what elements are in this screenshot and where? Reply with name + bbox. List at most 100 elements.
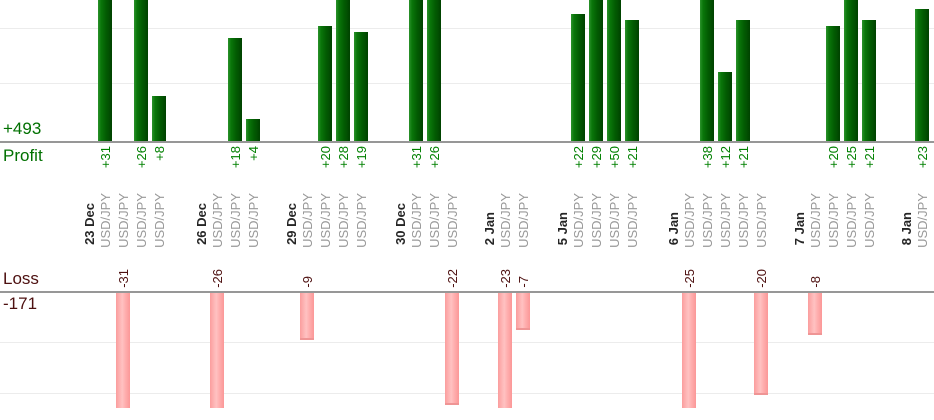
profit-value-label: +21 — [625, 146, 640, 169]
profit-bar — [354, 32, 368, 142]
date-label: 5 Jan — [555, 211, 570, 245]
symbol-label: USD/JPY — [336, 193, 351, 248]
profit-value-label: +29 — [589, 146, 604, 169]
symbol-label: USD/JPY — [134, 193, 149, 248]
profit-value-label: +26 — [134, 146, 149, 169]
profit-value-label: +38 — [700, 146, 715, 169]
symbol-label: USD/JPY — [498, 193, 513, 248]
profit-axis-line — [0, 141, 934, 143]
loss-value-label: -26 — [210, 269, 225, 288]
profit-bar — [318, 26, 332, 142]
symbol-label: USD/JPY — [409, 193, 424, 248]
loss-bar — [300, 293, 314, 340]
profit-value-label: +4 — [246, 146, 261, 161]
profit-bar — [98, 0, 112, 142]
profit-value-label: +18 — [228, 146, 243, 169]
profit-bar — [736, 20, 750, 142]
symbol-label: USD/JPY — [607, 193, 622, 248]
profit-value-label: +28 — [336, 146, 351, 169]
profit-bar — [134, 0, 148, 142]
profit-value-label: +23 — [915, 146, 930, 169]
loss-bar — [116, 293, 130, 408]
profit-bar — [826, 26, 840, 142]
loss-value-label: -7 — [516, 276, 531, 288]
symbol-label: USD/JPY — [625, 193, 640, 248]
profit-bar — [409, 0, 423, 142]
profit-bar — [700, 0, 714, 142]
profit-bar — [625, 20, 639, 142]
loss-bar — [210, 293, 224, 408]
profit-bar — [246, 119, 260, 142]
loss-value-label: -9 — [300, 276, 315, 288]
symbol-label: USD/JPY — [808, 193, 823, 248]
date-label: 30 Dec — [393, 203, 408, 245]
profit-bar — [915, 9, 929, 142]
symbol-label: USD/JPY — [700, 193, 715, 248]
profit-bar — [718, 72, 732, 142]
loss-axis-title: Loss — [3, 269, 39, 288]
date-label: 7 Jan — [792, 211, 807, 245]
loss-value-label: -31 — [116, 269, 131, 288]
loss-bar — [498, 293, 512, 408]
loss-value-label: -20 — [754, 269, 769, 288]
profit-value-label: +22 — [571, 146, 586, 169]
loss-bar — [445, 293, 459, 405]
symbol-label: USD/JPY — [300, 193, 315, 248]
profit-value-label: +26 — [427, 146, 442, 169]
symbol-label: USD/JPY — [246, 193, 261, 248]
loss-value-label: -23 — [498, 269, 513, 288]
loss-bar — [516, 293, 530, 330]
profit-bar — [862, 20, 876, 142]
profit-bar — [589, 0, 603, 142]
symbol-label: USD/JPY — [571, 193, 586, 248]
date-label: 6 Jan — [666, 211, 681, 245]
loss-gridline-10 — [0, 342, 934, 343]
profit-total: +493 — [3, 119, 42, 138]
symbol-label: USD/JPY — [718, 193, 733, 248]
loss-chart-area — [0, 293, 934, 408]
profit-value-label: +21 — [862, 146, 877, 169]
loss-gridline-20 — [0, 393, 934, 394]
symbol-label: USD/JPY — [445, 193, 460, 248]
date-label: 29 Dec — [284, 203, 299, 245]
date-label: 23 Dec — [82, 203, 97, 245]
symbol-label: USD/JPY — [98, 193, 113, 248]
profit-value-label: +31 — [409, 146, 424, 169]
profit-bar — [427, 0, 441, 142]
profit-gridline-10 — [0, 83, 934, 84]
profit-value-label: +31 — [98, 146, 113, 169]
profit-value-label: +25 — [844, 146, 859, 169]
profit-bar — [152, 96, 166, 142]
profit-bar — [607, 0, 621, 142]
profit-bar — [228, 38, 242, 142]
symbol-label: USD/JPY — [844, 193, 859, 248]
profit-value-label: +8 — [152, 146, 167, 161]
profit-value-label: +50 — [607, 146, 622, 169]
profit-value-label: +19 — [354, 146, 369, 169]
symbol-label: USD/JPY — [516, 193, 531, 248]
profit-value-label: +20 — [318, 146, 333, 169]
symbol-label: USD/JPY — [152, 193, 167, 248]
profit-axis-title: Profit — [3, 146, 43, 165]
symbol-label: USD/JPY — [354, 193, 369, 248]
symbol-label: USD/JPY — [228, 193, 243, 248]
date-label: 8 Jan — [899, 211, 914, 245]
profit-gridline-20 — [0, 28, 934, 29]
symbol-label: USD/JPY — [116, 193, 131, 248]
profit-bar — [844, 0, 858, 142]
profit-value-label: +12 — [718, 146, 733, 169]
profit-chart-area — [0, 0, 934, 142]
symbol-label: USD/JPY — [736, 193, 751, 248]
symbol-label: USD/JPY — [826, 193, 841, 248]
symbol-label: USD/JPY — [427, 193, 442, 248]
symbol-label: USD/JPY — [210, 193, 225, 248]
profit-bar — [571, 14, 585, 142]
loss-axis-line — [0, 291, 934, 293]
loss-value-label: -25 — [682, 269, 697, 288]
profit-bar — [336, 0, 350, 142]
date-label: 26 Dec — [194, 203, 209, 245]
profit-value-label: +20 — [826, 146, 841, 169]
loss-bar — [682, 293, 696, 408]
symbol-label: USD/JPY — [682, 193, 697, 248]
